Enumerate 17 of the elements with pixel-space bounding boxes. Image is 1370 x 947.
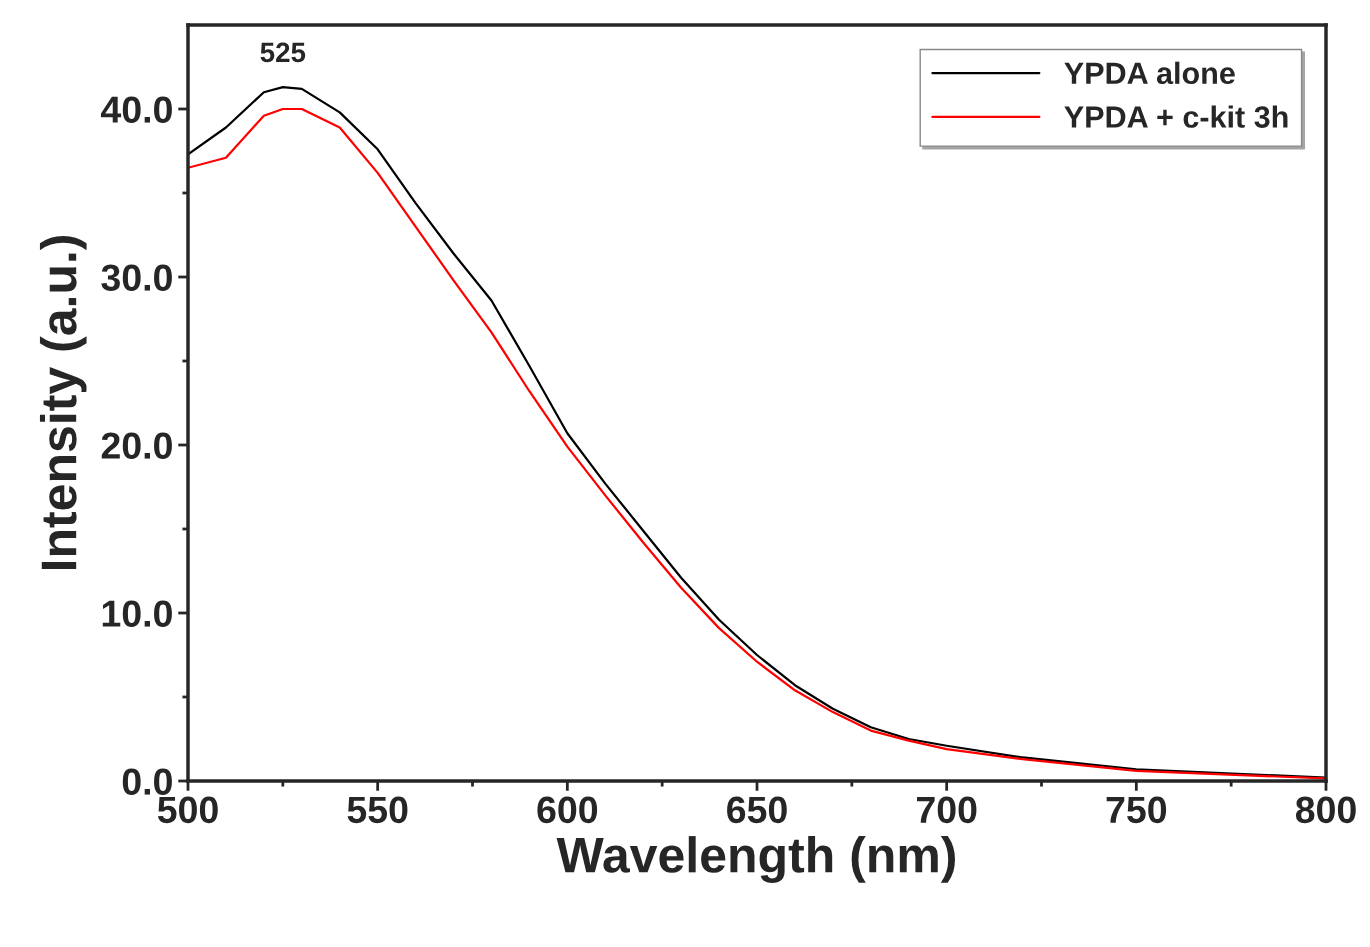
x-tick-label: 750 <box>1106 796 1167 824</box>
x-axis-title: Wavelength (nm) <box>556 836 955 883</box>
x-tick-label: 800 <box>1295 796 1356 824</box>
y-tick-label: 40.0 <box>101 96 172 123</box>
x-tick-label: 700 <box>917 796 977 824</box>
y-tick-label: 10.0 <box>102 600 172 627</box>
y-tick-label: 20.0 <box>101 432 172 459</box>
legend-label: YPDA alone <box>1064 61 1235 85</box>
x-tick-label: 500 <box>157 796 218 824</box>
legend-label: YPDA + c-kit 3h <box>1064 105 1288 128</box>
y-tick-label: 0.0 <box>122 768 172 795</box>
y-axis-title: Intensity (a.u.) <box>39 236 87 570</box>
x-tick-label: 650 <box>727 796 787 824</box>
x-tick-label: 600 <box>537 796 598 824</box>
x-tick-label: 550 <box>347 796 408 824</box>
annotation: 525 <box>260 42 306 63</box>
y-tick-label: 30.0 <box>101 264 172 292</box>
